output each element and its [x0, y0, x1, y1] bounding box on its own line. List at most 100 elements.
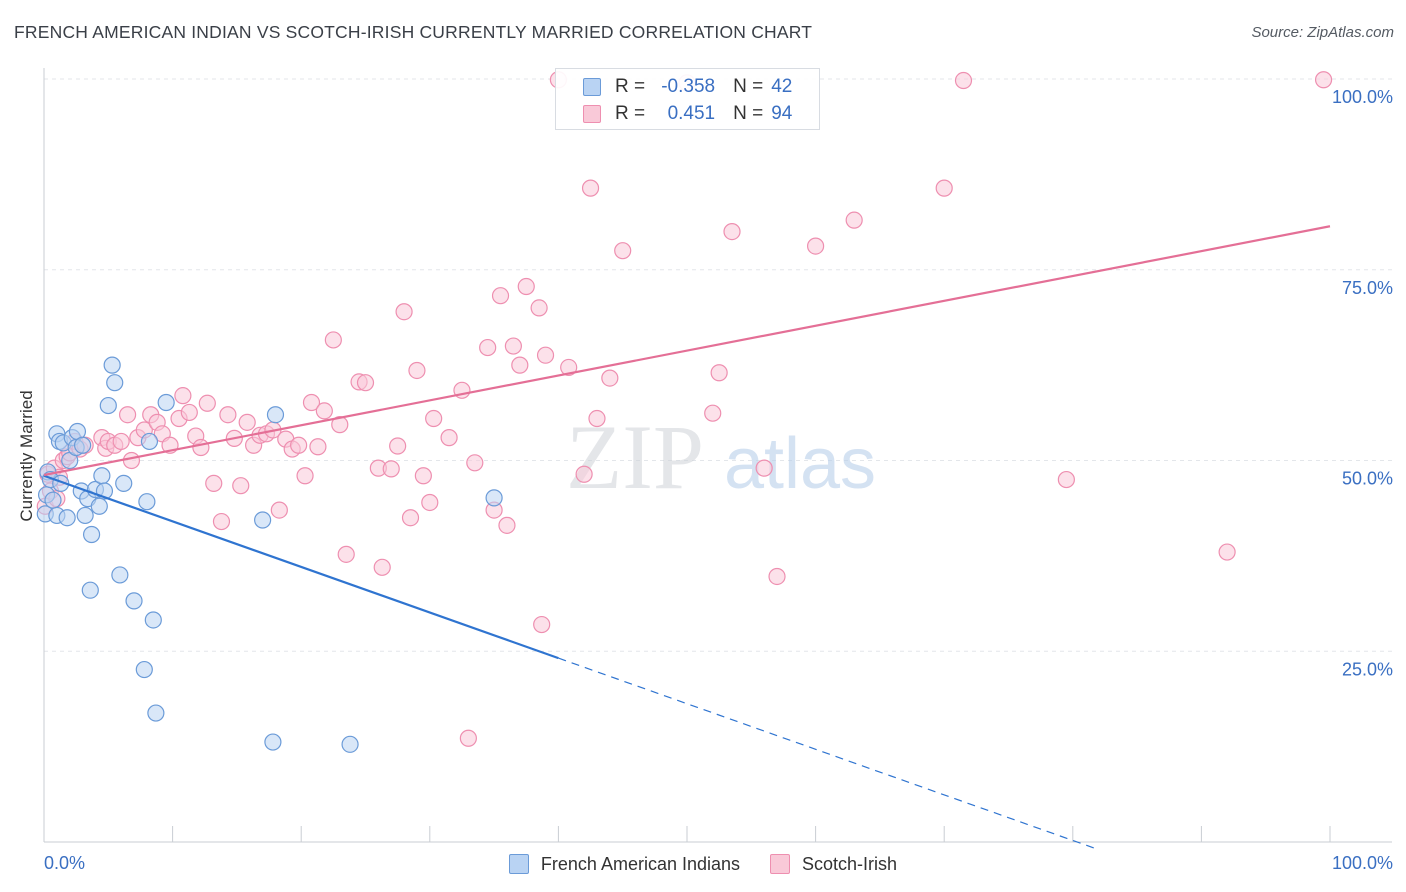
scotch-irish-point	[806, 237, 825, 255]
scotch-irish-point	[1218, 543, 1236, 561]
scotch-irish-point	[408, 361, 426, 380]
scotch-irish-point	[601, 369, 619, 387]
scotch-irish-point	[536, 346, 555, 364]
tick-labels: 25.0% 50.0% 75.0% 100.0% 0.0% 100.0%	[44, 87, 1393, 873]
french-american-indian-point	[103, 356, 121, 374]
scotch-irish-point	[845, 211, 863, 229]
scotch-irish-point	[180, 403, 198, 422]
scotch-irish-point	[588, 409, 606, 428]
stats-row-french-american-indians: R = -0.358 N = 42	[556, 73, 792, 101]
y-tick-label: 100.0%	[1332, 87, 1393, 107]
scotch-irish-points	[36, 71, 1333, 747]
r-value: -0.358	[661, 76, 716, 97]
scotch-irish-point	[491, 287, 510, 305]
scotch-irish-point	[440, 429, 458, 447]
correlation-stats-box: R = -0.358 N = 42 R = 0.451 N = 94	[555, 68, 820, 130]
scotch-irish-point	[302, 393, 321, 412]
x-tick-label-min: 0.0%	[44, 853, 85, 873]
french-american-indian-point	[93, 467, 111, 485]
legend-label: Scotch-Irish	[802, 853, 898, 874]
scotch-irish-point	[723, 223, 741, 241]
french-american-indian-point	[485, 489, 503, 507]
scotch-irish-point	[382, 460, 400, 478]
scotch-irish-point	[337, 545, 355, 563]
legend-swatch-pink	[770, 854, 791, 874]
y-axis-label: Currently Married	[17, 390, 36, 522]
french-american-indian-point	[58, 509, 76, 527]
scotch-irish-point	[614, 242, 632, 260]
scotch-irish-point	[309, 438, 327, 456]
stats-row-scotch-irish: R = 0.451 N = 94	[556, 100, 792, 128]
scotch-irish-point	[356, 374, 375, 392]
chart-title: FRENCH AMERICAN INDIAN VS SCOTCH-IRISH C…	[14, 22, 813, 42]
n-label: N =	[733, 103, 764, 124]
r-label: R =	[615, 76, 646, 97]
pink-swatch	[583, 105, 601, 123]
scotch-irish-point	[331, 416, 349, 434]
scotch-irish-point	[425, 409, 443, 428]
french-american-indian-point	[138, 493, 156, 511]
french-american-indian-trend-extension	[558, 657, 1099, 851]
scotch-irish-point	[192, 438, 210, 457]
scotch-irish-point	[198, 394, 216, 412]
french-american-indian-point	[157, 393, 175, 412]
chart-legend: French American Indians Scotch-Irish	[0, 850, 1406, 878]
scotch-irish-point	[530, 299, 548, 317]
scotch-irish-point	[373, 558, 391, 576]
french-american-indian-point	[140, 432, 159, 451]
french-american-indian-point	[125, 592, 143, 610]
french-american-indian-point	[76, 506, 94, 525]
legend-label: French American Indians	[540, 853, 741, 874]
scotch-irish-point	[710, 364, 728, 382]
scotch-irish-point	[174, 387, 192, 405]
scotch-irish-point	[270, 501, 288, 519]
scotch-irish-point	[511, 356, 529, 374]
scotch-irish-point	[1314, 71, 1333, 89]
n-value: 42	[771, 76, 793, 97]
scotch-irish-point	[395, 303, 413, 321]
french-american-indian-points	[36, 356, 503, 753]
r-label: R =	[615, 103, 646, 124]
french-american-indian-point	[73, 436, 92, 454]
scotch-irish-point	[768, 567, 786, 586]
french-american-indian-point	[144, 611, 162, 629]
scotch-irish-point	[517, 277, 535, 296]
axes	[43, 68, 1392, 843]
french-american-indian-point	[44, 491, 62, 509]
legend-item-scotch-irish: Scotch-Irish	[770, 854, 897, 875]
scotch-irish-point	[466, 454, 484, 472]
trend-lines	[43, 225, 1331, 851]
scotch-irish-point	[324, 331, 342, 349]
scotch-irish-point	[118, 406, 137, 424]
r-value: 0.451	[667, 103, 716, 124]
scotch-irish-point	[533, 615, 551, 634]
scotch-irish-point	[479, 338, 497, 357]
scotch-irish-point	[421, 493, 439, 512]
scotch-irish-point	[581, 179, 600, 197]
french-american-indian-point	[81, 581, 99, 599]
french-american-indian-point	[90, 497, 108, 515]
y-tick-label: 25.0%	[1342, 659, 1393, 679]
french-american-indian-point	[115, 474, 133, 492]
scotch-irish-point	[459, 729, 477, 747]
french-american-indian-point	[106, 374, 124, 392]
n-label: N =	[733, 76, 764, 97]
scotch-irish-point	[498, 516, 516, 534]
source-label: Source: ZipAtlas.com	[1251, 24, 1394, 41]
scotch-irish-point	[389, 437, 407, 455]
french-american-indian-point	[266, 406, 285, 424]
scotch-irish-point	[935, 179, 953, 197]
scotch-irish-point	[205, 474, 223, 492]
scotch-irish-point	[560, 358, 578, 377]
scotch-irish-point	[575, 465, 593, 483]
french-american-indian-point	[264, 733, 282, 751]
scotch-irish-point	[504, 337, 522, 355]
scotch-irish-point	[315, 402, 333, 420]
scotch-irish-point	[290, 436, 308, 454]
scotch-irish-point	[122, 451, 141, 470]
french-american-indian-point	[99, 396, 117, 415]
scotch-irish-point	[704, 404, 722, 422]
scotch-irish-point	[219, 406, 237, 424]
scotch-irish-point	[1057, 470, 1075, 489]
